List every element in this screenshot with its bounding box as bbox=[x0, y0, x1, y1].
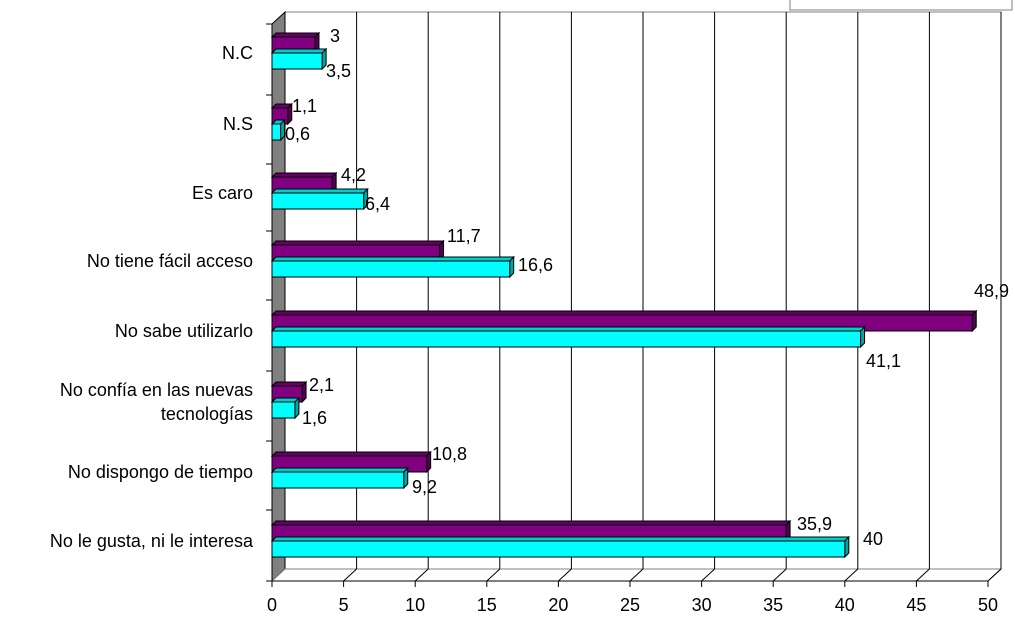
bar-series2-top bbox=[270, 326, 866, 332]
bar-series2 bbox=[270, 535, 851, 559]
bar-series1-end bbox=[971, 309, 977, 333]
side-wall bbox=[271, 10, 286, 583]
bar-series2-front bbox=[271, 52, 323, 70]
data-label-series2: 16,6 bbox=[518, 255, 553, 275]
bar-series2-top bbox=[270, 536, 851, 542]
data-label-series2: 0,6 bbox=[285, 124, 310, 144]
x-tick-label: 20 bbox=[548, 595, 568, 615]
bar-series2 bbox=[270, 325, 866, 349]
data-label-series2: 1,6 bbox=[302, 408, 327, 428]
x-tick-label: 10 bbox=[405, 595, 425, 615]
gridline-floor bbox=[701, 568, 715, 582]
bar-series2-front bbox=[271, 471, 405, 489]
gridline-floor bbox=[486, 568, 501, 582]
category-label-line: tecnologías bbox=[161, 404, 253, 424]
bar-series2-front bbox=[271, 260, 511, 278]
bar-series2-end bbox=[509, 255, 515, 279]
bar-series2-end bbox=[844, 535, 850, 559]
bar-series1-top bbox=[270, 32, 321, 38]
data-label-series2: 40 bbox=[863, 529, 883, 549]
bar-series1-top bbox=[270, 172, 338, 178]
category-label-line: No confía en las nuevas bbox=[60, 380, 253, 400]
bar-series2-end bbox=[860, 325, 866, 349]
data-label-series1: 3 bbox=[330, 26, 340, 46]
bar-series2-front bbox=[271, 192, 365, 210]
data-label-series1: 4,2 bbox=[341, 165, 366, 185]
data-label-series1: 2,1 bbox=[309, 375, 334, 395]
legend-box bbox=[789, 0, 1013, 11]
x-tick-label: 5 bbox=[339, 595, 349, 615]
bar-series2 bbox=[270, 396, 301, 420]
gridline-floor bbox=[629, 568, 644, 582]
gridline-floor bbox=[343, 568, 357, 582]
bar-series2-front bbox=[271, 540, 846, 558]
data-label-series1: 11,7 bbox=[447, 226, 481, 246]
data-label-series2: 41,1 bbox=[866, 351, 901, 371]
category-label: No dispongo de tiempo bbox=[68, 462, 253, 482]
bar-series1-top bbox=[270, 240, 445, 246]
data-label-series1: 1,1 bbox=[292, 96, 317, 116]
category-label: N.C bbox=[222, 43, 253, 63]
gridline-floor bbox=[414, 568, 429, 582]
category-label-line: No dispongo de tiempo bbox=[68, 462, 253, 482]
bar-series1-top bbox=[270, 451, 432, 457]
data-label-series1: 35,9 bbox=[797, 514, 832, 534]
bar-series2-end bbox=[294, 396, 300, 420]
bar-series1-top bbox=[270, 310, 978, 316]
category-label-line: No le gusta, ni le interesa bbox=[50, 531, 254, 551]
bar-series2-top bbox=[270, 256, 515, 262]
bar-series2-end bbox=[280, 118, 286, 142]
x-tick-label: 40 bbox=[835, 595, 855, 615]
x-tick-label: 35 bbox=[763, 595, 783, 615]
category-label: No le gusta, ni le interesa bbox=[50, 531, 254, 551]
category-label-line: Es caro bbox=[192, 183, 253, 203]
category-label-line: No sabe utilizarlo bbox=[115, 321, 253, 341]
bar-series2-top bbox=[270, 188, 369, 194]
x-tick-label: 25 bbox=[620, 595, 640, 615]
category-label: No sabe utilizarlo bbox=[115, 321, 253, 341]
bar-series2 bbox=[270, 187, 369, 211]
bar-series2 bbox=[270, 255, 515, 279]
bar-series1-end bbox=[426, 450, 432, 474]
bar-series2 bbox=[270, 118, 286, 142]
bar-series2 bbox=[270, 466, 409, 490]
chart-bars bbox=[270, 31, 978, 559]
gridline-floor bbox=[916, 568, 930, 582]
data-label-series2: 6,4 bbox=[365, 194, 390, 214]
bar-series2 bbox=[270, 47, 328, 71]
category-label: No confía en las nuevas tecnologías bbox=[60, 380, 253, 424]
x-tick-label: 15 bbox=[477, 595, 497, 615]
category-label: Es caro bbox=[192, 183, 253, 203]
bar-series1-top bbox=[270, 520, 792, 526]
chart-labels: 3 3,5 N.C 1,1 0,6 N.S 4,2 6,4 Es caro 11,7 16,6 No … bbox=[50, 26, 1009, 551]
bar-series1-end bbox=[301, 380, 307, 404]
bar-series2-top bbox=[270, 467, 409, 473]
data-label-series2: 3,5 bbox=[326, 61, 351, 81]
category-label-line: No tiene fácil acceso bbox=[87, 251, 253, 271]
category-label: N.S bbox=[223, 114, 253, 134]
bar-series2-front bbox=[271, 123, 282, 141]
x-tick-label: 0 bbox=[267, 595, 277, 615]
gridline-floor bbox=[987, 568, 1002, 582]
category-label: No tiene fácil acceso bbox=[87, 251, 253, 271]
data-label-series1: 48,9 bbox=[974, 281, 1009, 301]
chart-gridlines bbox=[343, 12, 1002, 582]
bar-series2-front bbox=[271, 401, 296, 419]
data-label-series1: 10,8 bbox=[432, 444, 467, 464]
category-label-line: N.S bbox=[223, 114, 253, 134]
gridline-floor bbox=[772, 568, 787, 582]
bar-series2-front bbox=[271, 330, 862, 348]
x-tick-label: 50 bbox=[978, 595, 998, 615]
bar-series2-top bbox=[270, 48, 328, 54]
category-label-line: N.C bbox=[222, 43, 253, 63]
x-tick-label: 45 bbox=[906, 595, 926, 615]
chart-walls bbox=[270, 10, 1003, 583]
gridline-floor bbox=[558, 568, 572, 582]
data-label-series2: 9,2 bbox=[412, 477, 437, 497]
bar-series2-end bbox=[403, 466, 409, 490]
gridline-floor bbox=[844, 568, 859, 582]
x-tick-label: 30 bbox=[692, 595, 712, 615]
bar-series1-top bbox=[270, 381, 308, 387]
